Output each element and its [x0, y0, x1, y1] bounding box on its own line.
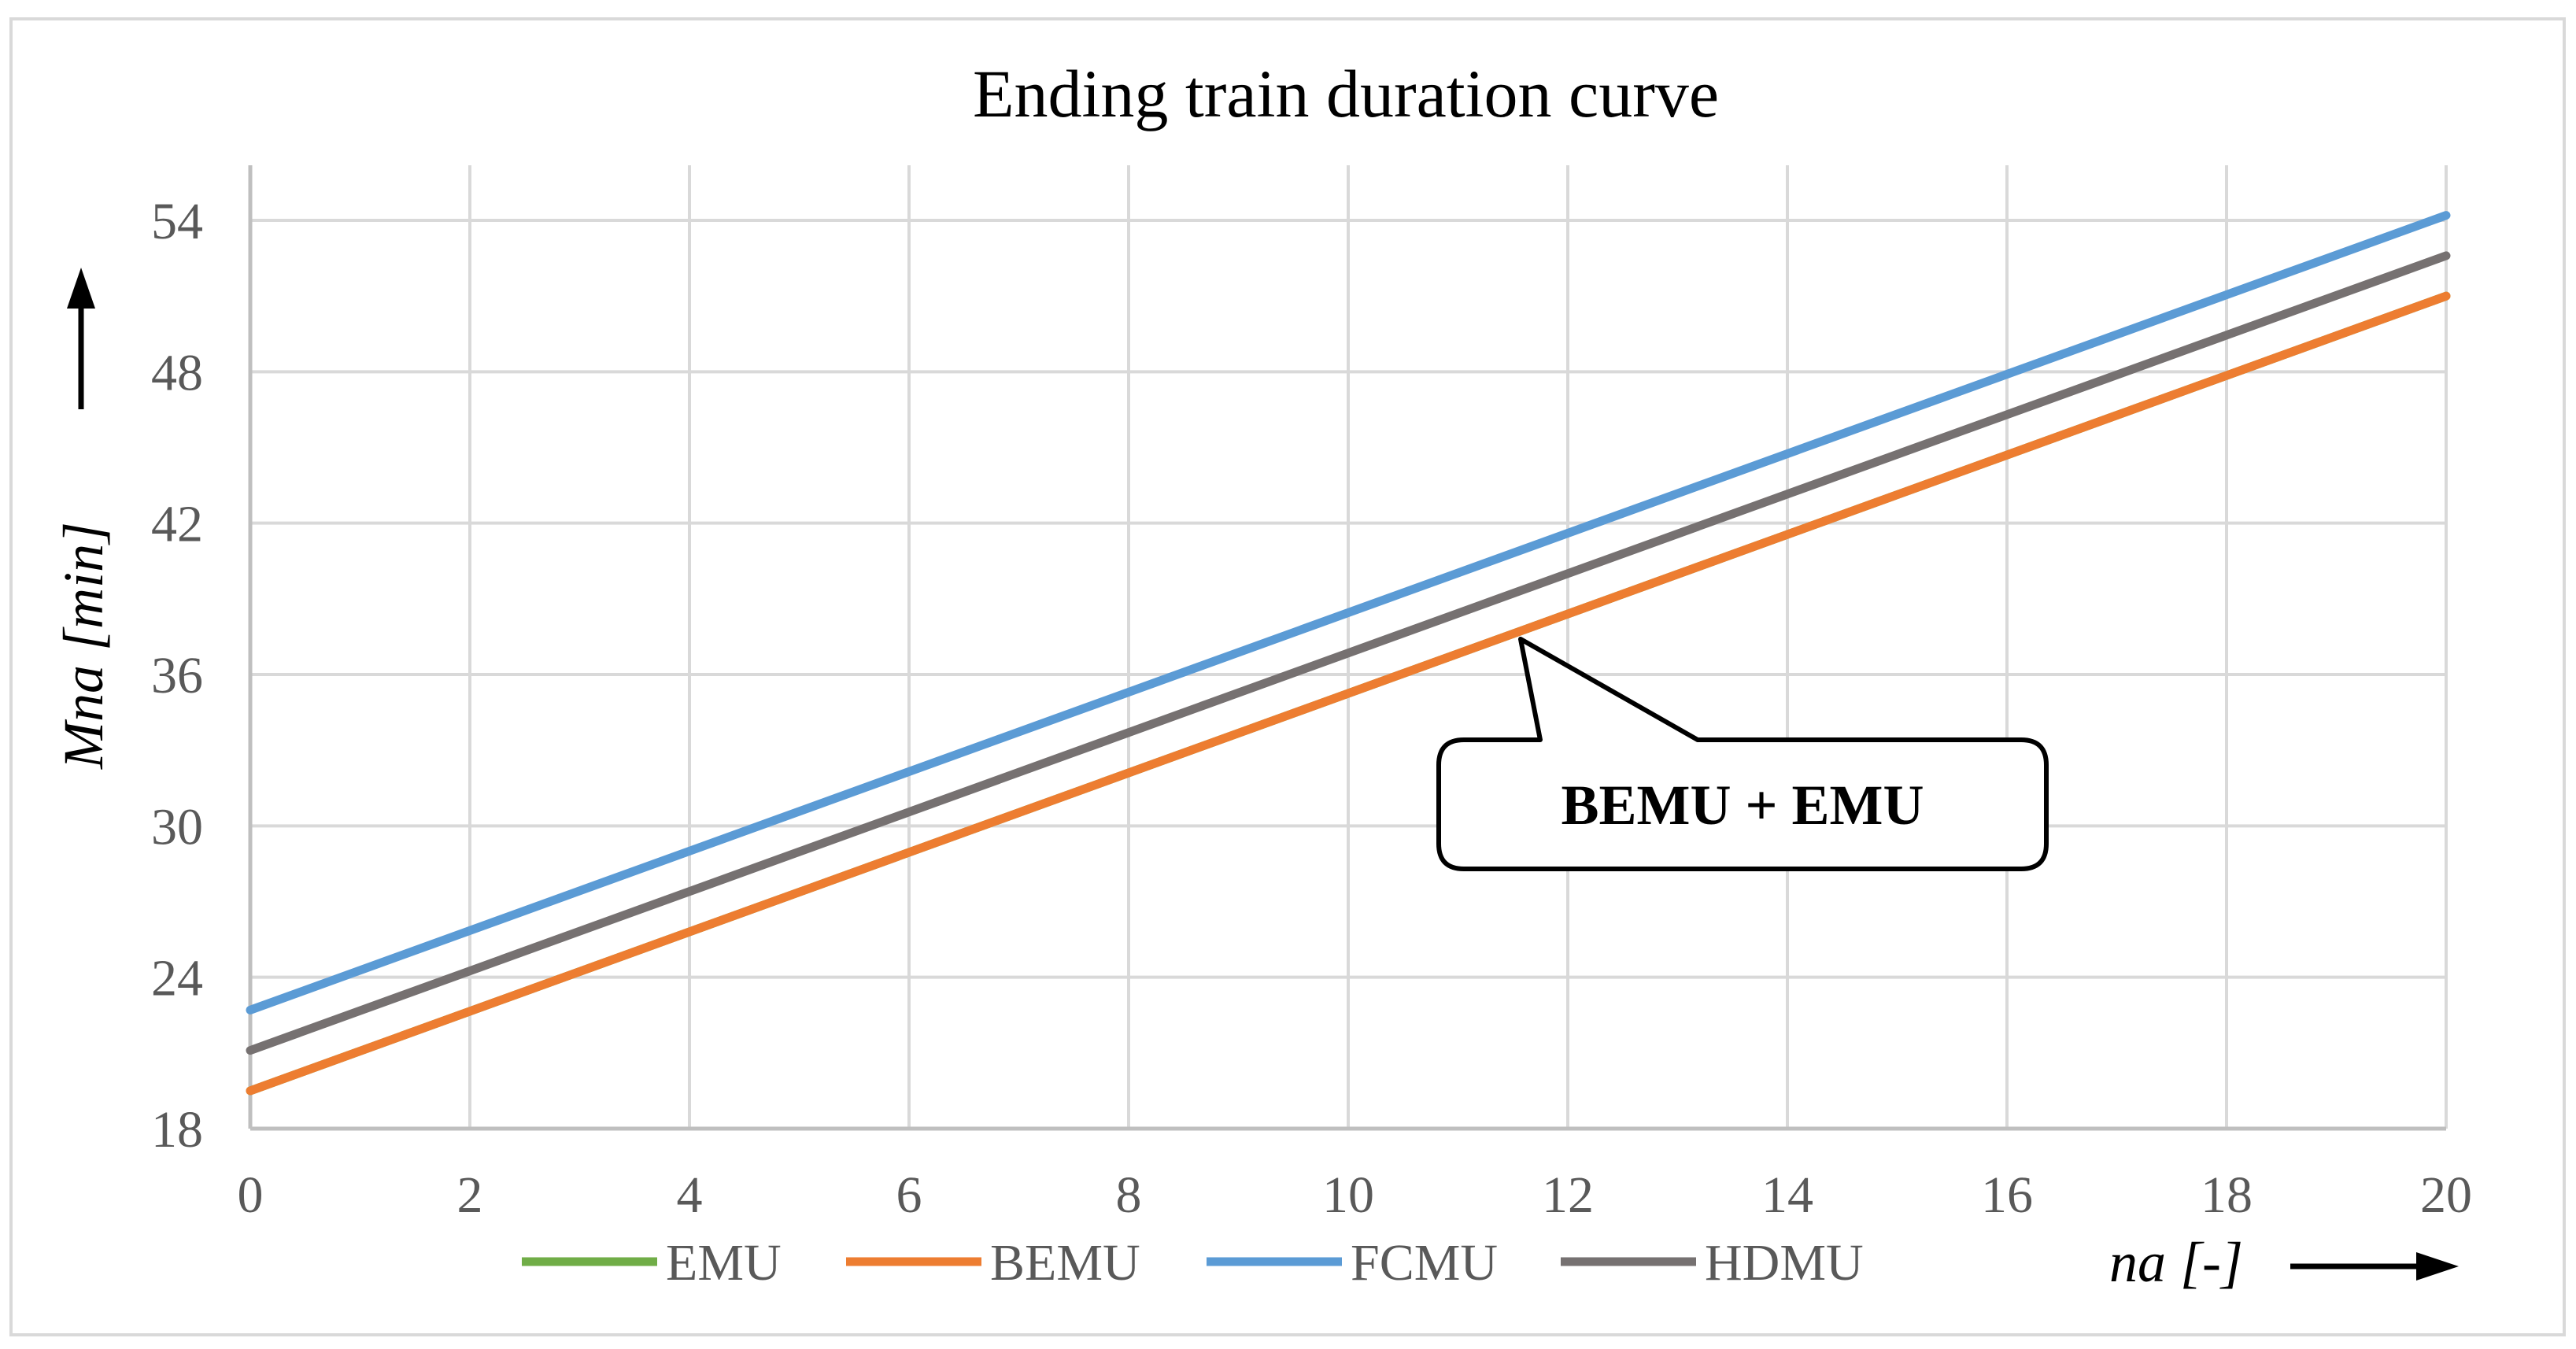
y-axis-label: Mna [min]	[52, 522, 115, 770]
legend-item-emu: EMU	[522, 1234, 782, 1292]
y-axis-label-unit: [min]	[52, 522, 115, 665]
x-tick-label: 2	[457, 1166, 483, 1224]
y-tick-label: 30	[151, 798, 203, 856]
callout: BEMU + EMU	[1436, 637, 2049, 871]
legend-label: BEMU	[990, 1234, 1140, 1292]
x-tick-label: 6	[896, 1166, 922, 1224]
axes	[248, 165, 2446, 1131]
x-axis-label-unit: [-]	[2166, 1231, 2243, 1294]
x-axis-label: na [-]	[2109, 1231, 2243, 1294]
x-tick-label: 8	[1116, 1166, 1142, 1224]
x-tick-label: 14	[1761, 1166, 1813, 1224]
y-tick-label: 18	[151, 1101, 203, 1159]
y-tick-label: 48	[151, 344, 203, 401]
callout-label: BEMU + EMU	[1561, 774, 1924, 837]
x-tick-label: 12	[1542, 1166, 1594, 1224]
legend-item-bemu: BEMU	[846, 1234, 1140, 1292]
series-line-bemu	[246, 291, 2451, 1096]
y-tick-label: 36	[151, 647, 203, 704]
y-tick-label: 54	[151, 193, 203, 250]
x-tick-label: 20	[2420, 1166, 2472, 1224]
x-tick-label: 16	[1981, 1166, 2033, 1224]
callout-box	[1436, 637, 2049, 871]
legend-item-hdmu: HDMU	[1561, 1234, 1864, 1292]
series-line-fcmu	[246, 211, 2451, 1015]
y-axis-label-main: Mna	[52, 665, 115, 770]
y-axis-arrow	[67, 268, 95, 409]
series-lines	[246, 211, 2451, 1096]
x-tick-label: 0	[238, 1166, 264, 1224]
legend: EMU BEMU FCMU HDMU	[522, 1234, 1864, 1292]
x-tick-labels: 0 2 4 6 8 10 12 14 16 18 20	[238, 1166, 2473, 1224]
x-tick-label: 4	[677, 1166, 703, 1224]
chart-title: Ending train duration curve	[973, 56, 1719, 131]
y-tick-labels: 18 24 30 36 42 48 54	[151, 193, 203, 1159]
y-tick-label: 24	[151, 950, 203, 1007]
x-axis-label-main: na	[2109, 1231, 2166, 1294]
legend-label: EMU	[666, 1234, 782, 1292]
legend-label: FCMU	[1351, 1234, 1498, 1292]
x-axis-arrow	[2290, 1252, 2459, 1281]
x-tick-label: 10	[1322, 1166, 1374, 1224]
y-tick-label: 42	[151, 496, 203, 553]
legend-item-fcmu: FCMU	[1207, 1234, 1498, 1292]
series-line-hdmu	[246, 251, 2451, 1055]
legend-label: HDMU	[1705, 1234, 1864, 1292]
x-tick-label: 18	[2201, 1166, 2253, 1224]
